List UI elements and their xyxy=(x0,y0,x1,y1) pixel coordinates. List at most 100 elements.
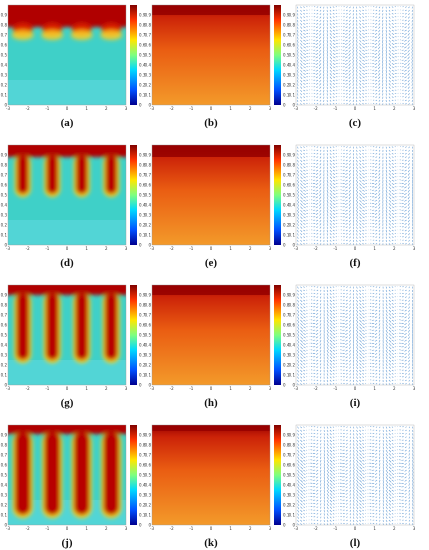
colorbar-tick-label: 0.3 xyxy=(139,353,146,358)
y-tick-label: 0.3 xyxy=(1,73,8,78)
figure-row: -3 -2 -1 0 1 2 300.10.20.30.40.50.60.70.80.900… xyxy=(1,144,416,269)
y-tick-label: 0.5 xyxy=(1,193,8,198)
x-tick-label: -2 xyxy=(26,106,30,111)
temperature-field xyxy=(152,5,270,105)
y-tick-label: 0.4 xyxy=(145,203,152,208)
panel-caption: (a) xyxy=(61,117,74,129)
y-tick-label: 0.3 xyxy=(1,493,8,498)
y-tick-label: 0.1 xyxy=(1,373,8,378)
y-tick-label: 0.6 xyxy=(1,43,8,48)
colorbar-tick-label: 0.2 xyxy=(139,503,146,508)
y-tick-label: 0.7 xyxy=(1,33,8,38)
colorbar-tick-label: 0.2 xyxy=(283,223,290,228)
colorbar-tick-label: 0.4 xyxy=(283,343,290,348)
y-tick-label: 0.7 xyxy=(145,173,152,178)
y-tick-label: 0.9 xyxy=(1,293,8,298)
colorbar-tick-label: 0.1 xyxy=(283,233,290,238)
x-tick-label: -1 xyxy=(189,246,193,251)
colorbar-tick-label: 0.5 xyxy=(139,333,146,338)
y-tick-label: 0.4 xyxy=(145,343,152,348)
colorbar-tick-label: 0.8 xyxy=(283,303,290,308)
phase-field xyxy=(8,5,126,105)
y-tick-label: 0.6 xyxy=(145,183,152,188)
y-tick-label: 0.6 xyxy=(145,43,152,48)
x-tick-label: 0 xyxy=(210,386,213,391)
y-tick-label: 0.1 xyxy=(289,373,296,378)
y-tick-label: 0.8 xyxy=(1,163,8,168)
panel-phase: -3 -2 -1 0 1 2 3 0 0.1 0.2 0.3 0.4 0.5 0.6 0.7 0.8 0.9 0 0… xyxy=(1,284,146,409)
colorbar xyxy=(130,5,137,105)
y-tick-label: 0 xyxy=(4,103,7,108)
x-tick-label: 3 xyxy=(125,246,128,251)
y-tick-label: 0.5 xyxy=(145,193,152,198)
colorbar-tick-label: 0.2 xyxy=(139,83,146,88)
x-tick-label: 2 xyxy=(249,106,252,111)
colorbar-tick-label: 0.3 xyxy=(283,493,290,498)
x-tick-label: -2 xyxy=(170,526,174,531)
colorbar-tick-label: 0.7 xyxy=(139,173,146,178)
panel-caption: (j) xyxy=(62,537,73,549)
y-tick-label: 0.1 xyxy=(145,233,152,238)
x-tick-label: 1 xyxy=(229,106,232,111)
x-tick-label: 2 xyxy=(105,106,108,111)
y-tick-label: 0.5 xyxy=(145,473,152,478)
colorbar-tick-label: 0.2 xyxy=(139,363,146,368)
y-tick-label: 0.9 xyxy=(289,13,296,18)
x-tick-label: -2 xyxy=(26,526,30,531)
y-tick-label: 0.5 xyxy=(145,333,152,338)
y-tick-label: 0.1 xyxy=(1,93,8,98)
x-tick-label: -2 xyxy=(314,526,318,531)
colorbar-tick-label: 0.4 xyxy=(283,63,290,68)
colorbar-tick-label: 0.3 xyxy=(139,493,146,498)
y-tick-label: 0 xyxy=(148,523,151,528)
y-tick-label: 0.3 xyxy=(289,73,296,78)
x-tick-label: -3 xyxy=(294,246,298,251)
colorbar-tick-label: 0.9 xyxy=(283,13,290,18)
y-tick-label: 0 xyxy=(292,103,295,108)
x-tick-label: 2 xyxy=(249,526,252,531)
x-tick-label: -2 xyxy=(26,386,30,391)
y-tick-label: 0.2 xyxy=(1,363,8,368)
colorbar-tick-label: 0.4 xyxy=(283,203,290,208)
colorbar-tick-label: 0.9 xyxy=(283,153,290,158)
x-tick-label: -2 xyxy=(170,386,174,391)
colorbar-tick-label: 0.1 xyxy=(283,373,290,378)
y-tick-label: 0.7 xyxy=(145,453,152,458)
colorbar-tick-label: 0.1 xyxy=(283,513,290,518)
y-tick-label: 0.5 xyxy=(1,473,8,478)
x-tick-label: 3 xyxy=(413,106,416,111)
y-tick-label: 0.5 xyxy=(145,53,152,58)
colorbar-tick-label: 0 xyxy=(139,383,142,388)
panel-temperature: -3 -2 -1 0 1 2 3 0 0.1 0.2 0.3 0.4 0.5 0.6 0.7 0.8 0.9 0 0… xyxy=(145,284,290,409)
colorbar-tick-label: 0.1 xyxy=(139,233,146,238)
y-tick-label: 0.8 xyxy=(1,303,8,308)
x-tick-label: -1 xyxy=(45,386,49,391)
colorbar-tick-label: 0.4 xyxy=(139,63,146,68)
y-tick-label: 0.9 xyxy=(289,433,296,438)
y-tick-label: 0.9 xyxy=(145,433,152,438)
y-tick-label: 0.9 xyxy=(1,13,8,18)
x-tick-label: 2 xyxy=(393,386,396,391)
panel-caption: (d) xyxy=(60,257,74,269)
y-tick-label: 0.3 xyxy=(289,353,296,358)
colorbar xyxy=(274,285,281,385)
colorbar-tick-label: 0.8 xyxy=(283,163,290,168)
temperature-field xyxy=(152,285,270,385)
colorbar-tick-label: 0.1 xyxy=(139,373,146,378)
x-tick-label: -2 xyxy=(170,246,174,251)
colorbar-tick-label: 0 xyxy=(283,383,286,388)
panel-caption: (b) xyxy=(204,117,218,129)
y-tick-label: 0.2 xyxy=(145,503,152,508)
colorbar xyxy=(274,5,281,105)
colorbar-tick-label: 0.4 xyxy=(139,343,146,348)
x-tick-label: -1 xyxy=(45,246,49,251)
colorbar-tick-label: 0.5 xyxy=(283,473,290,478)
x-tick-label: 1 xyxy=(373,106,376,111)
y-tick-label: 0.9 xyxy=(289,293,296,298)
y-tick-label: 0.9 xyxy=(1,153,8,158)
y-tick-label: 0.2 xyxy=(289,223,296,228)
colorbar-tick-label: 0.6 xyxy=(139,463,146,468)
x-tick-label: 0 xyxy=(354,526,357,531)
x-tick-label: -3 xyxy=(150,246,154,251)
y-tick-label: 0.5 xyxy=(1,333,8,338)
